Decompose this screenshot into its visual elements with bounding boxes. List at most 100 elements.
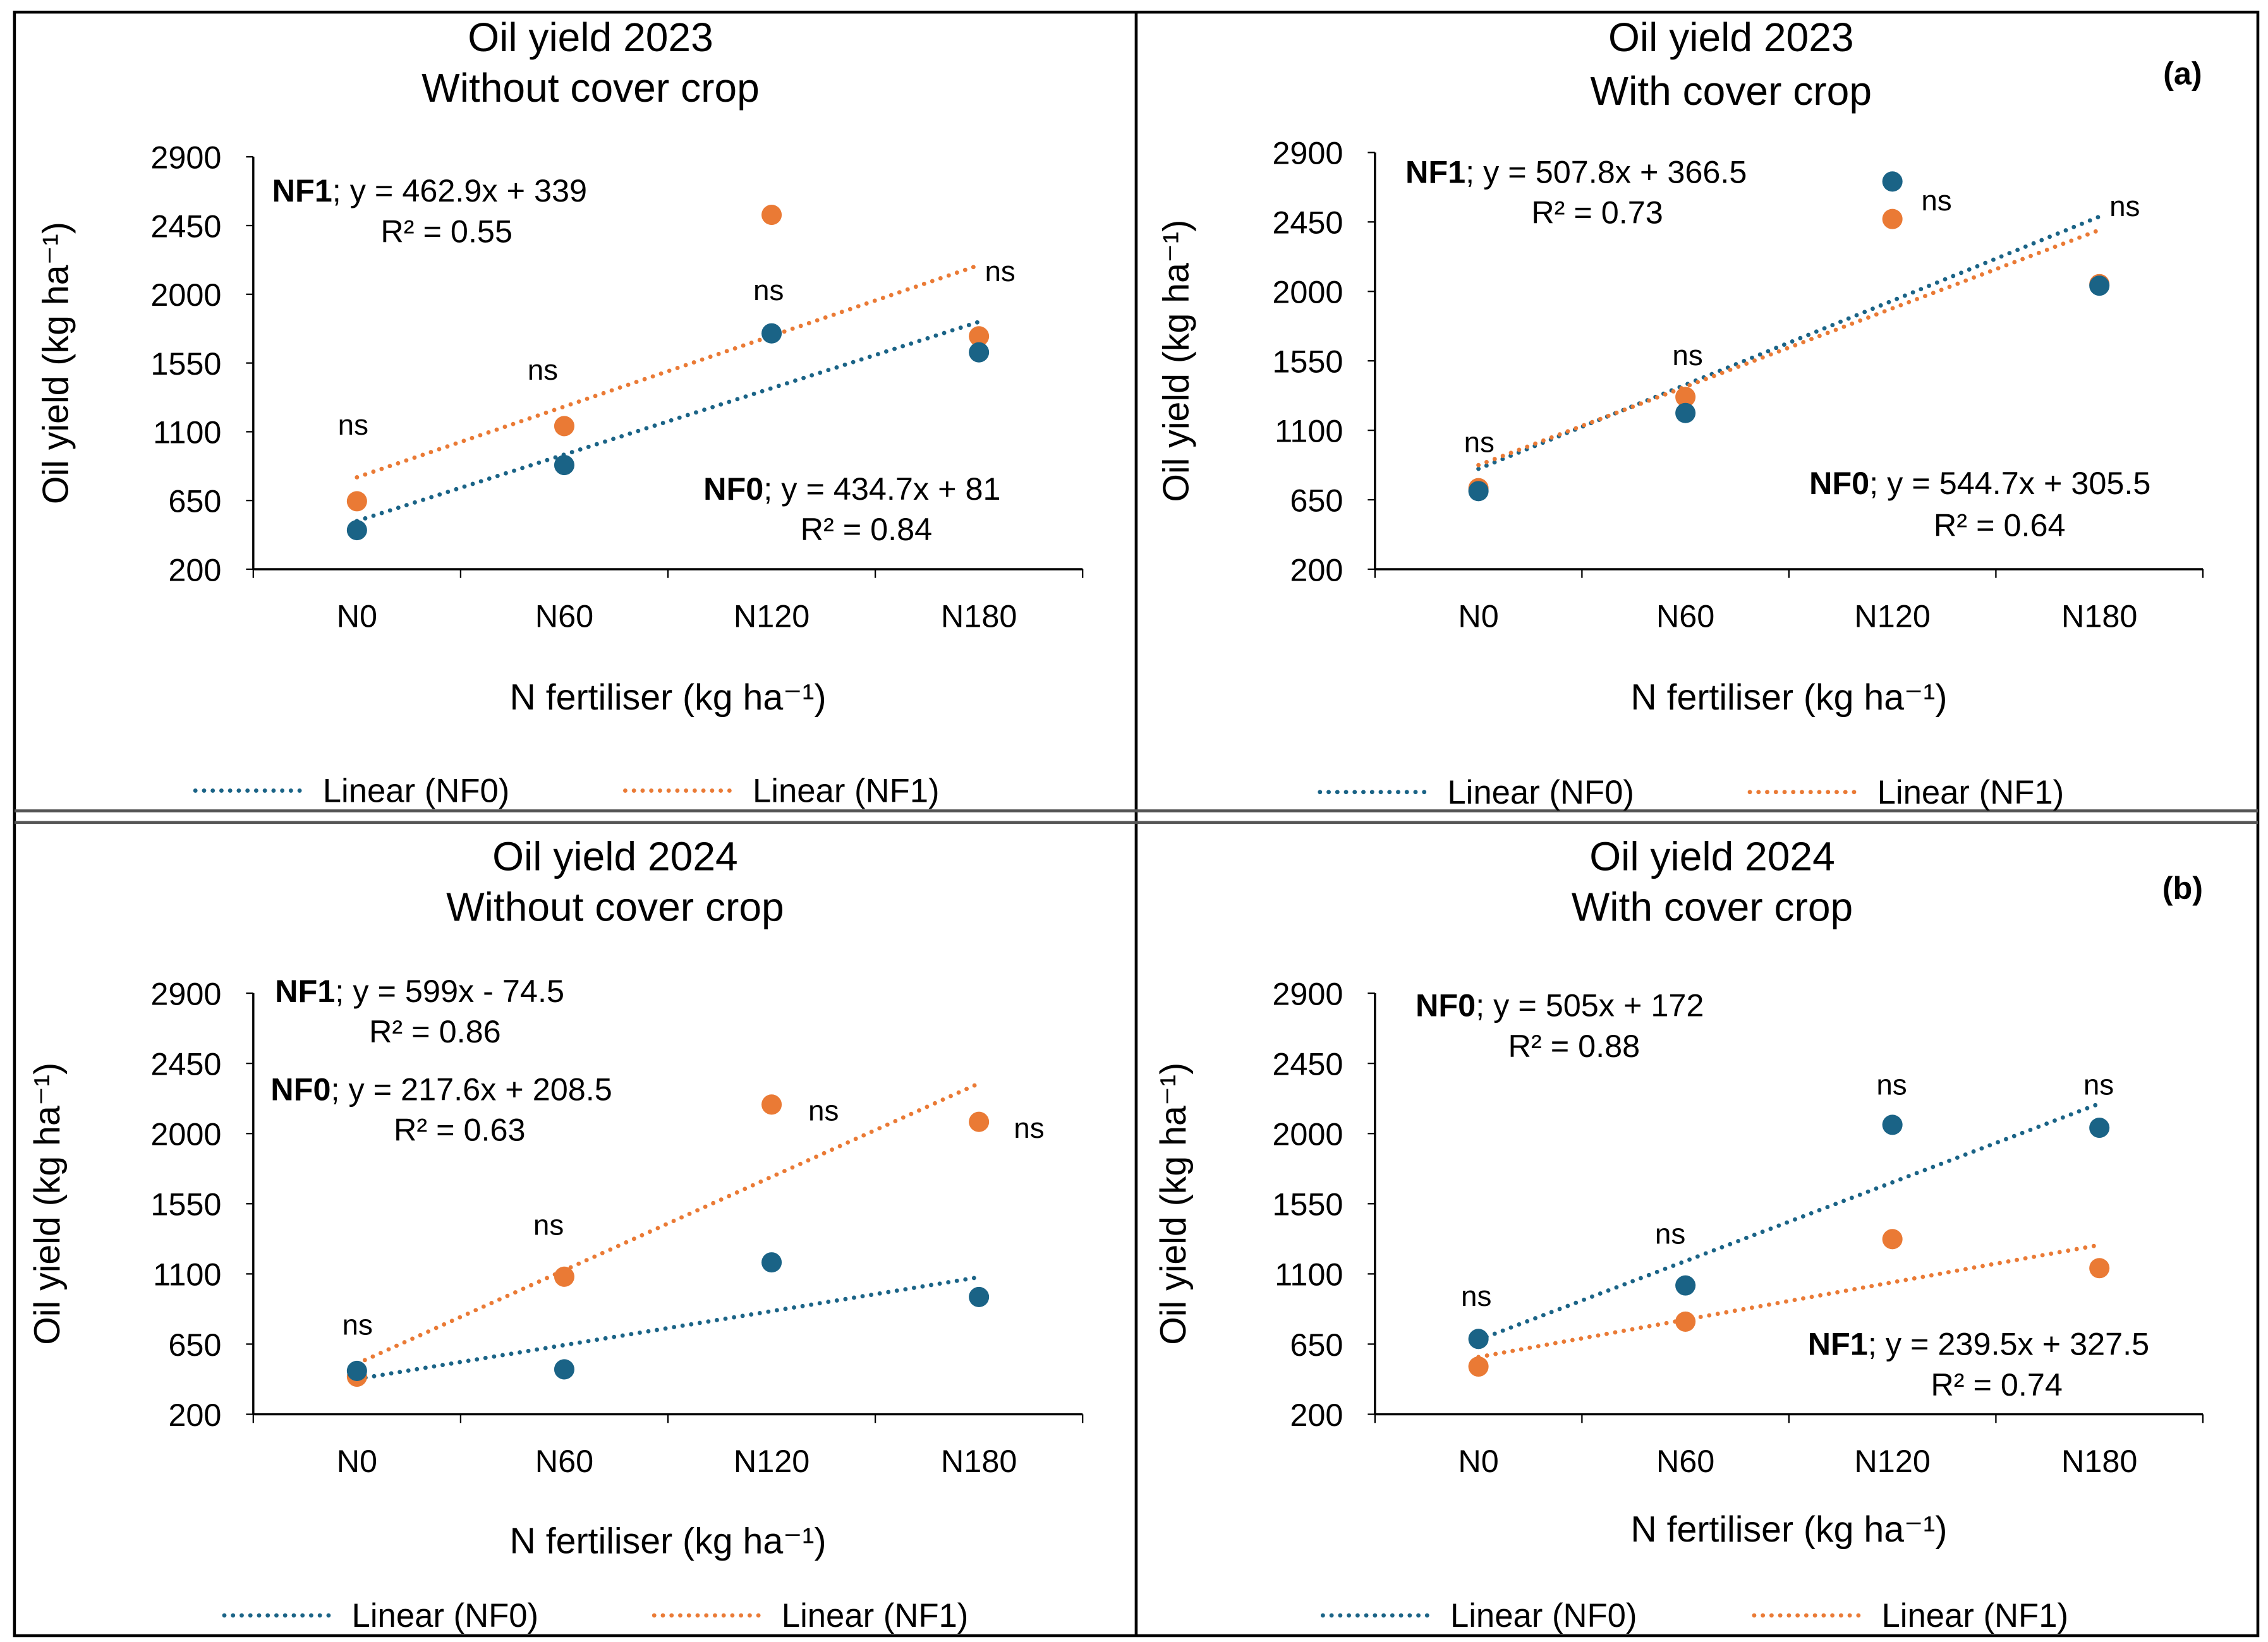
y-tick-label: 650 — [168, 1327, 221, 1363]
equation-nf1: NF1; y = 462.9x + 339 — [272, 172, 587, 208]
y-tick-label: 2000 — [1272, 1116, 1343, 1152]
x-tick-label: N120 — [734, 598, 810, 634]
y-tick-label: 650 — [1290, 1327, 1343, 1363]
data-point-nf1 — [2089, 1258, 2110, 1279]
data-point-nf0 — [761, 323, 782, 344]
significance-label: ns — [1464, 426, 1495, 458]
trendline-nf0 — [1476, 214, 2102, 471]
y-tick-label: 200 — [168, 552, 221, 588]
legend-label: Linear (NF0) — [1450, 1597, 1637, 1634]
significance-label: ns — [985, 255, 1015, 287]
y-tick-label: 1100 — [153, 1257, 221, 1293]
chart-title: Without cover crop — [446, 884, 784, 930]
y-tick-label: 2900 — [1272, 975, 1343, 1011]
trendline-nf1 — [355, 263, 981, 480]
y-tick-label: 650 — [168, 483, 221, 519]
data-point-nf0 — [1468, 1329, 1489, 1349]
data-point-nf0 — [346, 1360, 367, 1381]
x-tick-label: N0 — [1458, 598, 1498, 634]
trendline-nf1 — [355, 1081, 981, 1366]
data-point-nf0 — [1882, 171, 1903, 192]
data-point-nf1 — [761, 205, 782, 226]
y-axis-label: Oil yield (kg ha⁻¹) — [36, 222, 76, 504]
data-point-nf0 — [1468, 481, 1489, 502]
y-tick-label: 1100 — [1275, 1257, 1343, 1293]
data-point-nf1 — [1468, 1356, 1489, 1377]
data-point-nf0 — [969, 1286, 990, 1307]
chart-panel-1: Oil yield 2023 Without cover crop 200 650 11… — [36, 15, 1084, 810]
y-axis-label: Oil yield (kg ha⁻¹) — [1156, 220, 1196, 502]
chart-title: With cover crop — [1591, 68, 1872, 114]
trendline-nf0 — [1476, 1101, 2102, 1343]
y-tick-label: 2450 — [150, 1046, 221, 1082]
significance-label: ns — [343, 1309, 373, 1341]
equation-nf0: NF0; y = 217.6x + 208.5 — [270, 1072, 612, 1108]
data-point-nf0 — [969, 342, 990, 363]
significance-label: ns — [533, 1209, 564, 1241]
data-point-nf0 — [554, 1359, 574, 1380]
chart-panel-3: Oil yield 2024 Without cover crop 200 650 11… — [27, 833, 1084, 1634]
x-tick-label: N0 — [1458, 1443, 1498, 1479]
data-point-nf1 — [969, 1111, 990, 1132]
y-tick-label: 200 — [1290, 552, 1343, 588]
chart-title: Oil yield 2024 — [1589, 833, 1835, 879]
panel-label: (b) — [2162, 870, 2203, 906]
y-axis-label: Oil yield (kg ha⁻¹) — [27, 1063, 68, 1345]
legend-label: Linear (NF1) — [1881, 1597, 2068, 1634]
r-squared-nf1: R² = 0.55 — [380, 213, 512, 249]
equation-nf1: NF1; y = 507.8x + 366.5 — [1405, 154, 1747, 190]
trendline-nf1 — [1476, 1243, 2102, 1360]
y-tick-label: 200 — [1290, 1397, 1343, 1433]
x-tick-label: N60 — [1656, 598, 1714, 634]
r-squared-nf0: R² = 0.88 — [1508, 1028, 1640, 1064]
equation-nf0: NF0; y = 505x + 172 — [1416, 987, 1704, 1023]
significance-label: ns — [1014, 1112, 1044, 1144]
legend-label: Linear (NF1) — [1877, 774, 2065, 811]
chart-title: Oil yield 2023 — [468, 15, 713, 60]
x-tick-label: N0 — [337, 598, 377, 634]
y-tick-label: 650 — [1290, 482, 1343, 518]
significance-label: ns — [1672, 339, 1702, 371]
x-tick-label: N120 — [1854, 598, 1930, 634]
panel-label: (a) — [2163, 56, 2202, 92]
y-tick-label: 2450 — [1272, 205, 1343, 241]
y-tick-label: 2900 — [150, 975, 221, 1011]
legend-label: Linear (NF0) — [323, 773, 510, 810]
data-point-nf1 — [1675, 1311, 1696, 1332]
y-tick-label: 2000 — [150, 1116, 221, 1152]
significance-label: ns — [1461, 1280, 1491, 1312]
y-tick-label: 1550 — [150, 346, 221, 382]
data-point-nf0 — [554, 455, 574, 476]
y-tick-label: 2000 — [1272, 274, 1343, 310]
x-tick-label: N180 — [2061, 1443, 2137, 1479]
data-point-nf1 — [554, 1266, 574, 1287]
y-tick-label: 1550 — [1272, 343, 1343, 379]
data-point-nf1 — [969, 326, 990, 347]
data-point-nf0 — [2089, 1118, 2110, 1138]
significance-label: ns — [2083, 1068, 2114, 1101]
legend-label: Linear (NF1) — [782, 1597, 969, 1634]
data-point-nf1 — [554, 416, 574, 437]
data-point-nf0 — [1675, 402, 1696, 423]
chart-panel-4: Oil yield 2024 With cover crop (b) 200 650 11… — [1153, 833, 2204, 1634]
x-tick-label: N60 — [535, 598, 593, 634]
significance-label: ns — [753, 274, 784, 306]
y-tick-label: 2900 — [1272, 135, 1343, 171]
significance-label: ns — [808, 1095, 839, 1127]
r-squared-nf0: R² = 0.64 — [1934, 507, 2066, 543]
x-tick-label: N0 — [337, 1443, 377, 1479]
data-point-nf0 — [1675, 1275, 1696, 1296]
legend-label: Linear (NF0) — [1447, 774, 1634, 811]
x-tick-label: N180 — [941, 1443, 1017, 1479]
r-squared-nf1: R² = 0.73 — [1531, 195, 1663, 231]
y-tick-label: 2450 — [150, 208, 221, 244]
y-tick-label: 200 — [168, 1397, 221, 1433]
trendline-nf1 — [1476, 227, 2102, 468]
equation-nf1: NF1; y = 239.5x + 327.5 — [1808, 1326, 2149, 1362]
x-tick-label: N120 — [734, 1443, 810, 1479]
chart-title: Without cover crop — [421, 65, 760, 111]
x-tick-label: N180 — [2061, 598, 2137, 634]
x-tick-label: N120 — [1854, 1443, 1930, 1479]
r-squared-nf0: R² = 0.84 — [801, 511, 933, 547]
data-point-nf1 — [1882, 1229, 1903, 1250]
